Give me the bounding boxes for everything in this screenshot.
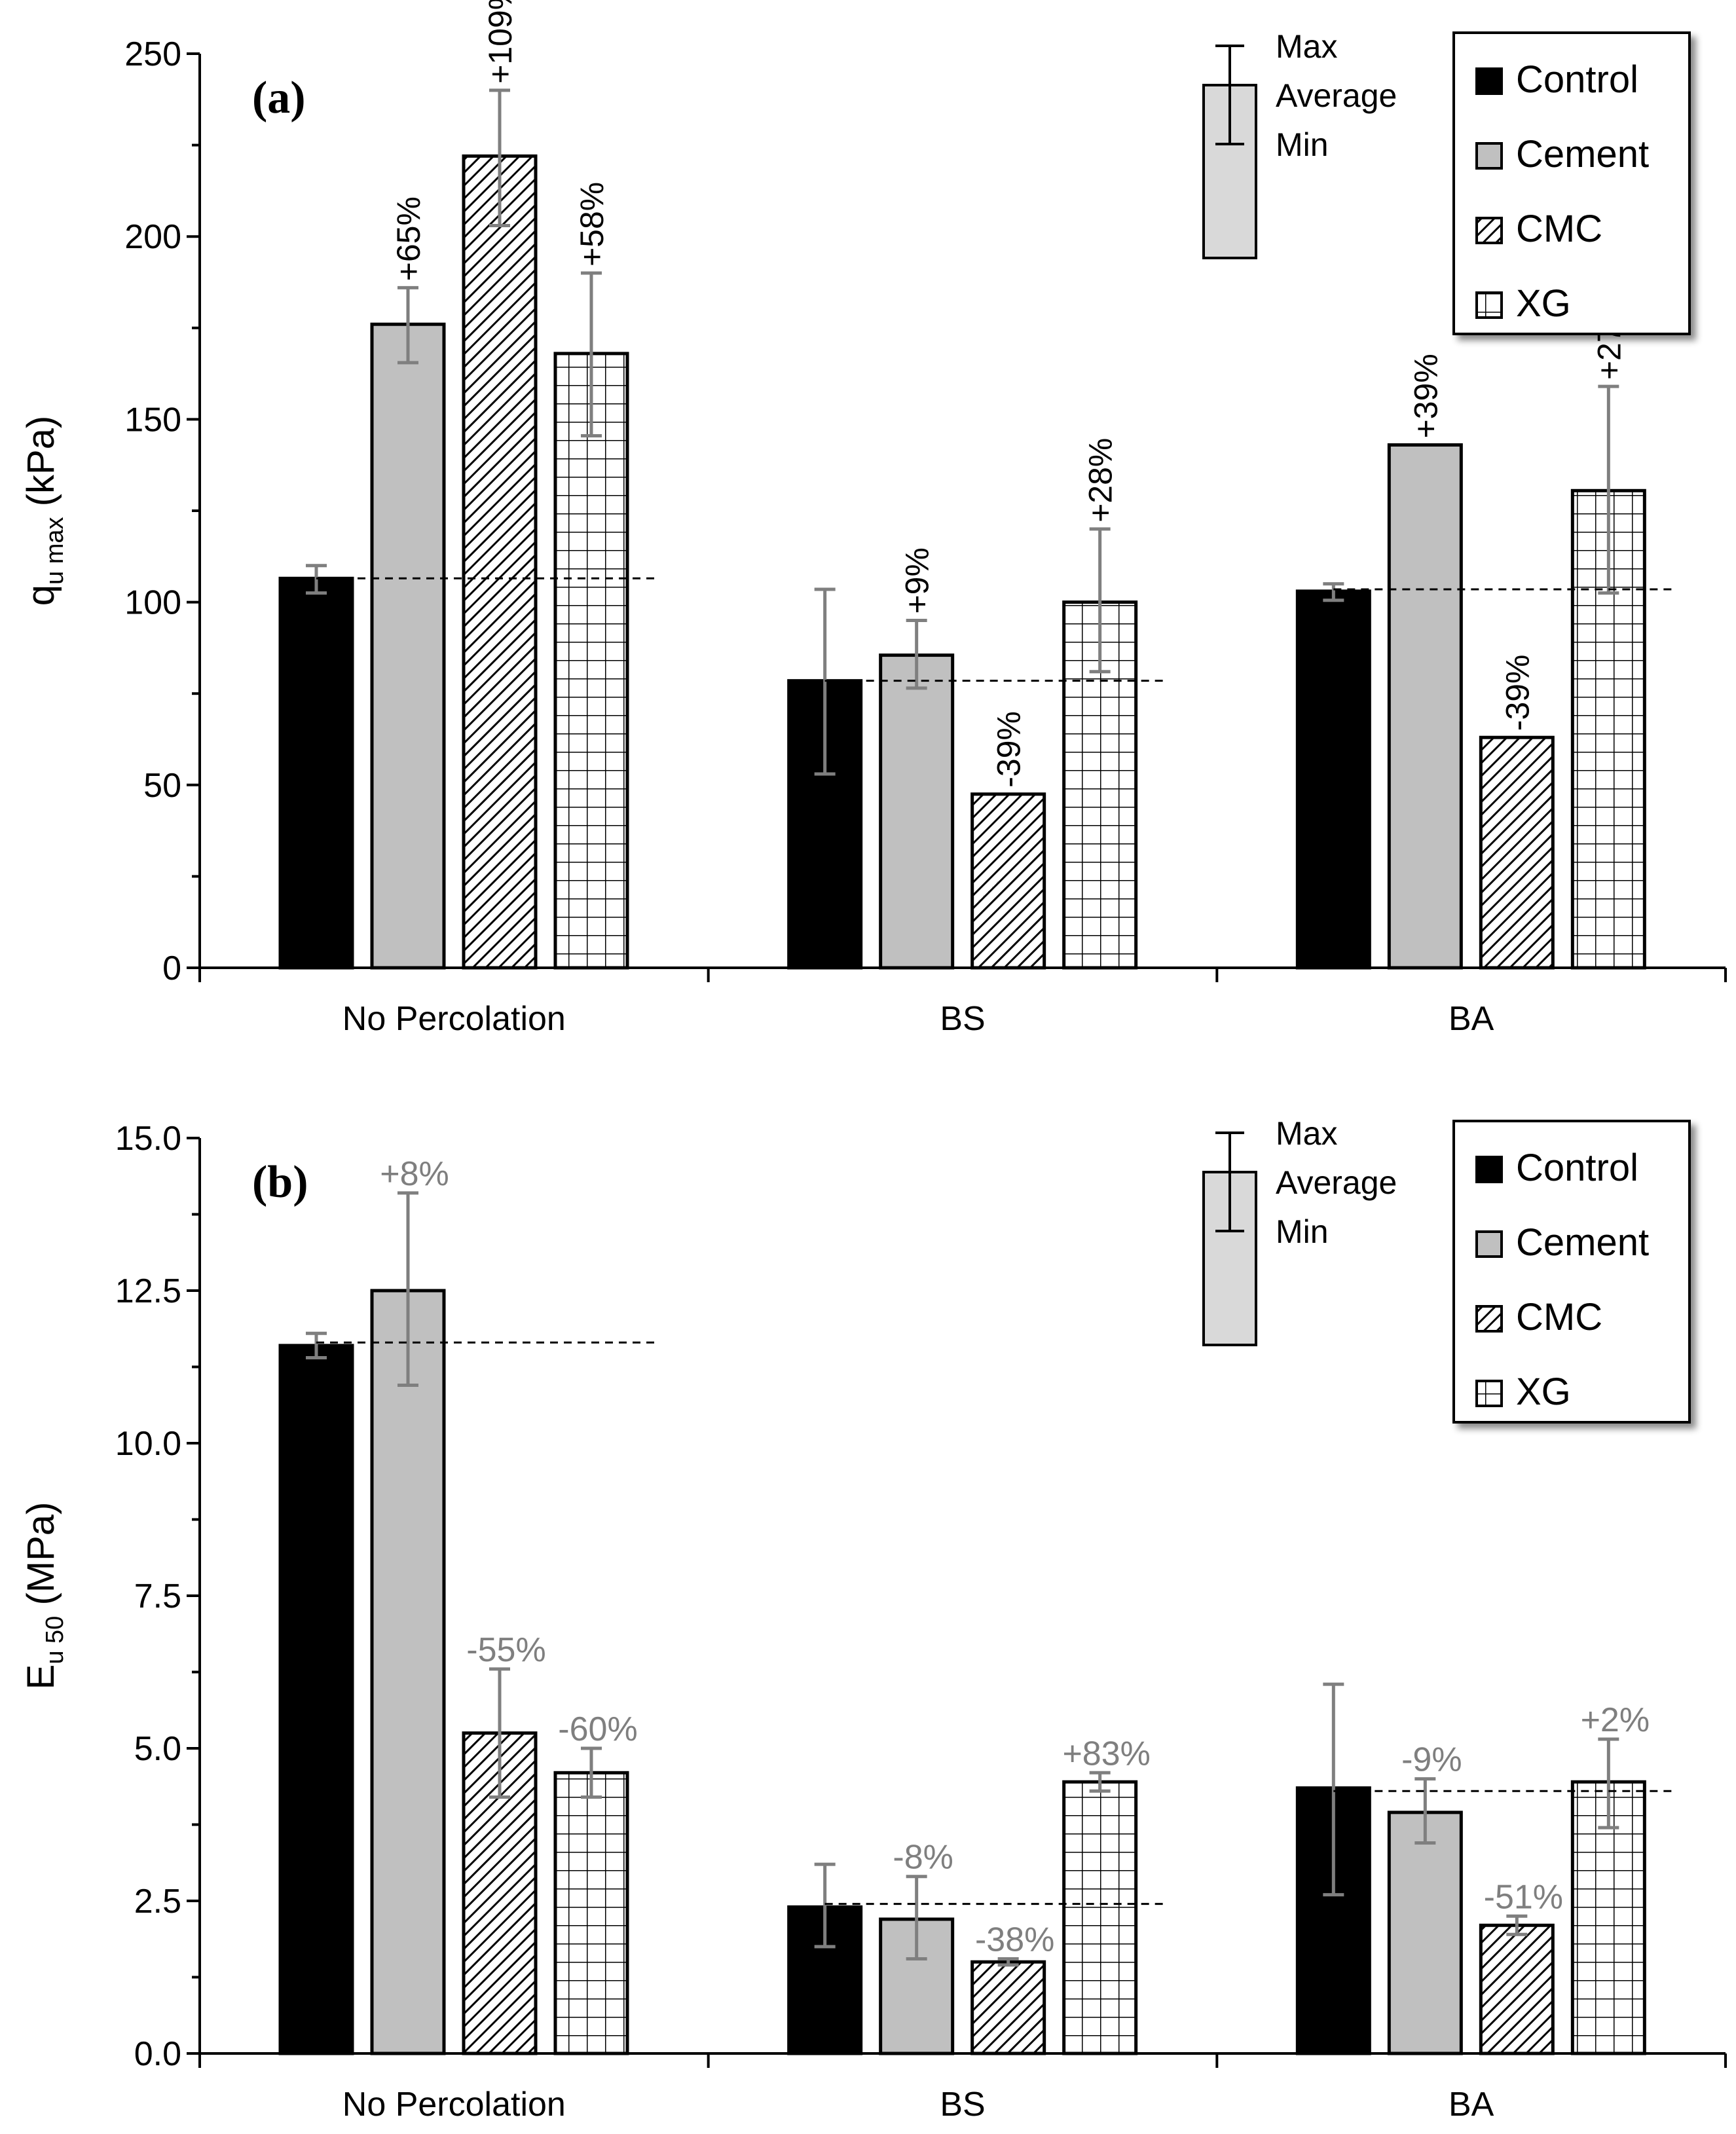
y-axis-title-subscript: u 50	[41, 1616, 69, 1665]
x-category-label: BA	[1449, 1000, 1494, 1038]
bar-xg	[553, 352, 629, 970]
percent-change-label: +2%	[1581, 1701, 1650, 1739]
y-tick-label: 200	[124, 218, 181, 256]
y-tick-label: 2.5	[134, 1883, 181, 1921]
y-tick-label: 150	[124, 401, 181, 439]
bar-xg	[1570, 1780, 1646, 2055]
percent-change-label: +28%	[1082, 438, 1119, 523]
legend-swatch-control	[1475, 1156, 1503, 1183]
y-axis-title-main: q	[20, 585, 62, 606]
legend-label-cmc: CMC	[1516, 1296, 1602, 1338]
percent-change-label: +39%	[1407, 354, 1444, 438]
bar-control	[278, 1344, 354, 2055]
x-category-label: BS	[940, 2086, 985, 2124]
percent-change-label: +109%	[482, 0, 519, 84]
y-axis-title-unit: (MPa)	[20, 1502, 62, 1616]
percent-change-label: -9%	[1401, 1741, 1462, 1779]
bar-cmc	[462, 1731, 538, 2055]
y-tick-label: 100	[124, 584, 181, 622]
percent-change-label: -39%	[1499, 654, 1536, 731]
y-tick-label: 15.0	[115, 1120, 181, 1158]
legend-swatch-cement	[1475, 142, 1503, 170]
bar-cmc	[970, 1960, 1046, 2055]
y-tick-label: 5.0	[134, 1730, 181, 1768]
key-label-average: Average	[1276, 1164, 1397, 1201]
panel-b: 0.0 2.5 5.0 7.5 10.0 12.5 15.0 Eu 50 (MPa) (b) No…	[20, 1115, 1727, 2124]
bar-control	[1295, 589, 1371, 970]
legend-label-cmc: CMC	[1516, 208, 1602, 250]
percent-change-label: +9%	[899, 547, 936, 614]
legend-label-xg: XG	[1516, 282, 1571, 325]
legend-label-xg: XG	[1516, 1371, 1571, 1413]
key-label-max: Max	[1276, 1115, 1337, 1152]
bar-cement	[879, 653, 955, 970]
y-tick-label: 10.0	[115, 1425, 181, 1463]
key-label-min: Min	[1276, 1213, 1329, 1250]
percent-change-label: -60%	[558, 1710, 637, 1748]
bar-cement	[1387, 1811, 1463, 2055]
percent-change-label: -8%	[893, 1839, 953, 1877]
bar-xg	[553, 1771, 629, 2055]
x-category-label: BA	[1449, 2086, 1494, 2124]
x-category-label: BS	[940, 1000, 985, 1038]
panel-a: 0 50 100 150 200 250 qu max (kPa) (a) No Percola…	[20, 0, 1727, 1038]
legend-label-cement: Cement	[1516, 1221, 1649, 1264]
x-category-label: No Percolation	[342, 2086, 566, 2124]
bar-xg	[1062, 1780, 1138, 2055]
percent-change-label: +83%	[1062, 1735, 1150, 1773]
panel-label: (b)	[252, 1157, 308, 1207]
bar-cement	[370, 322, 446, 970]
panel-label: (a)	[252, 73, 306, 123]
legend-label-control: Control	[1516, 1147, 1638, 1189]
bar-cmc	[970, 792, 1046, 970]
y-tick-label: 7.5	[134, 1577, 181, 1615]
y-tick-label: 0.0	[134, 2035, 181, 2073]
percent-change-label: -39%	[991, 711, 1027, 788]
percent-change-label: +65%	[390, 196, 427, 281]
legend-swatch-cmc	[1475, 1305, 1503, 1333]
bar-cmc	[1479, 1923, 1555, 2055]
legend-swatch-control	[1475, 67, 1503, 95]
legend-swatch-xg	[1475, 1380, 1503, 1407]
key-label-min: Min	[1276, 126, 1329, 163]
key-label-max: Max	[1276, 28, 1337, 65]
bar-cement	[1387, 443, 1463, 970]
bar-control	[278, 576, 354, 970]
percent-change-label: -51%	[1484, 1878, 1563, 1916]
percent-change-label: +8%	[380, 1155, 449, 1193]
y-tick-label: 12.5	[115, 1272, 181, 1310]
legend-label-control: Control	[1516, 58, 1638, 101]
legend-swatch-cement	[1475, 1230, 1503, 1258]
legend-swatch-xg	[1475, 291, 1503, 319]
y-axis-title: Eu 50 (MPa)	[20, 1502, 69, 1690]
bar-cement	[370, 1289, 446, 2055]
y-tick-label: 0	[162, 949, 181, 987]
y-axis-title-main: E	[20, 1665, 62, 1690]
bar-cmc	[462, 154, 538, 970]
y-tick-label: 50	[143, 767, 181, 805]
y-axis-title-subscript: u max	[41, 517, 69, 584]
percent-change-label: -55%	[466, 1631, 545, 1669]
y-axis-title: qu max (kPa)	[20, 416, 69, 606]
y-tick-label: 250	[124, 35, 181, 73]
percent-change-label: -38%	[975, 1921, 1054, 1959]
y-axis-title-unit: (kPa)	[20, 416, 62, 517]
bar-cmc	[1479, 735, 1555, 970]
x-category-label: No Percolation	[342, 1000, 566, 1038]
key-label-average: Average	[1276, 77, 1397, 114]
legend-label-cement: Cement	[1516, 133, 1649, 175]
percent-change-label: +58%	[574, 182, 610, 267]
legend-swatch-cmc	[1475, 217, 1503, 244]
